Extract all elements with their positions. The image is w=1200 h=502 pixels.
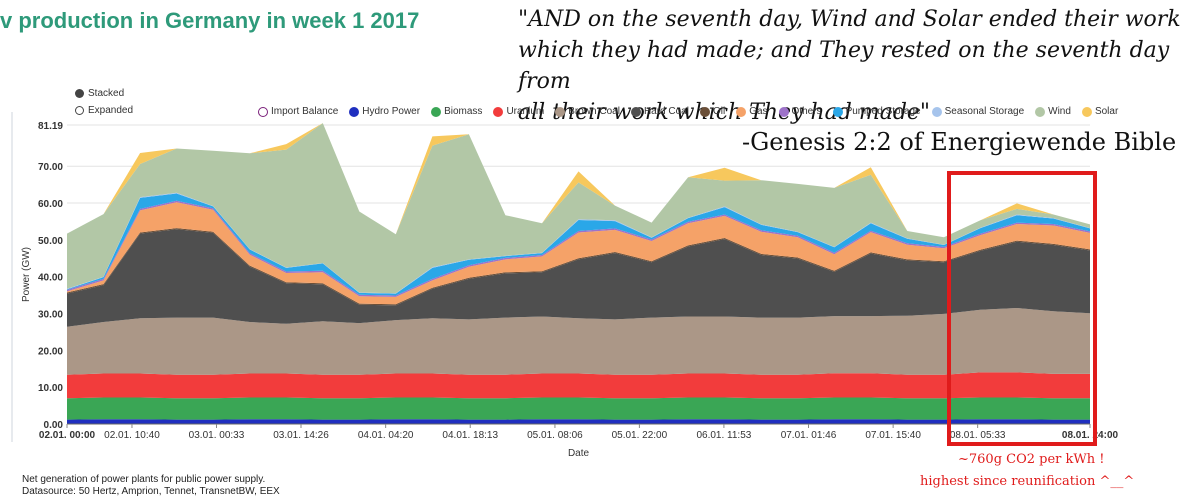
quote-attribution: -Genesis 2:2 of Energiewende Bible — [742, 128, 1177, 156]
legend-item[interactable]: Hard Coal — [630, 106, 689, 117]
y-tick-label: 30.00 — [38, 310, 63, 321]
legend-label: Brown Coal — [568, 106, 620, 117]
area-series-biomass — [67, 397, 1090, 420]
legend-label: Others — [791, 106, 822, 117]
legend-swatch — [1081, 106, 1092, 117]
legend-label: Wind — [1048, 106, 1071, 117]
area-series-hydro-power — [67, 419, 1090, 424]
legend-label: Hydro Power — [362, 106, 421, 117]
legend-item[interactable]: Biomass — [431, 106, 482, 117]
legend-item[interactable]: Gas — [736, 106, 768, 117]
x-tick-label: 05.01. 08:06 — [527, 430, 583, 441]
legend-swatch — [630, 106, 641, 117]
y-tick-label: 20.00 — [38, 346, 63, 357]
legend-item[interactable]: Import Balance — [258, 106, 338, 117]
x-tick-label: 05.01. 22:00 — [612, 430, 668, 441]
legend-label: Import Balance — [271, 106, 339, 117]
x-tick-label: 02.01. 00:00 — [39, 430, 96, 441]
radio-unselected-icon — [75, 106, 84, 115]
y-tick-label: 10.00 — [38, 383, 63, 394]
x-tick-label: 03.01. 00:33 — [189, 430, 245, 441]
y-tick-label: 0.00 — [44, 420, 64, 431]
annotation-line-1: ~760g CO2 per kWh ! — [958, 452, 1105, 467]
legend-swatch — [349, 106, 360, 117]
x-tick-label: 03.01. 14:26 — [273, 430, 329, 441]
stacked-radio[interactable]: Stacked — [75, 88, 124, 99]
x-tick-label: 07.01. 15:40 — [865, 430, 921, 441]
x-tick-label: 04.01. 04:20 — [358, 430, 414, 441]
legend-label: Biomass — [444, 106, 483, 117]
legend-label: Uranium — [506, 106, 545, 117]
x-tick-label: 08.01. 24:00 — [1062, 430, 1119, 441]
legend-item[interactable]: Pumped Storage — [832, 106, 921, 117]
area-series-pumped-storage — [67, 193, 1090, 296]
legend-label: Gas — [749, 106, 768, 117]
area-series-hard-coal — [67, 229, 1090, 327]
x-tick-label: 04.01. 18:13 — [442, 430, 498, 441]
chart-title: v production in Germany in week 1 2017 — [0, 8, 420, 33]
x-tick-label: 07.01. 01:46 — [781, 430, 837, 441]
area-series-wind — [67, 123, 1090, 294]
legend-item[interactable]: Wind — [1035, 106, 1071, 117]
radio-selected-icon — [75, 89, 84, 98]
y-tick-label: 50.00 — [38, 236, 63, 247]
legend-swatch — [778, 106, 789, 117]
quote-line-3: all their work which They had made" — [518, 100, 931, 125]
x-tick-label: 02.01. 10:40 — [104, 430, 160, 441]
legend-label: Pumped Storage — [845, 106, 921, 117]
legend-item[interactable]: Solar — [1081, 106, 1119, 117]
x-tick-label: 08.01. 05:33 — [950, 430, 1006, 441]
expanded-label: Expanded — [88, 105, 134, 116]
footer-note: Net generation of power plants for publi… — [22, 474, 280, 498]
legend-swatch — [832, 106, 843, 117]
legend-swatch — [493, 106, 504, 117]
expanded-radio[interactable]: Expanded — [75, 105, 133, 116]
area-series-brown-coal — [67, 308, 1090, 375]
x-tick-label: 06.01. 11:53 — [696, 430, 751, 441]
quote-text: "AND on the seventh day, Wind and Solar … — [518, 4, 1198, 128]
footer-line-2: Datasource: 50 Hertz, Amprion, Tennet, T… — [22, 486, 280, 497]
area-series-solar — [67, 123, 1090, 238]
highlight-box — [947, 171, 1097, 446]
legend-swatch — [736, 106, 747, 117]
y-axis-title: Power (GW) — [21, 247, 32, 302]
legend-item[interactable]: Brown Coal — [555, 106, 620, 117]
legend-swatch — [1035, 106, 1046, 117]
legend-label: Oil — [712, 106, 726, 117]
quote-line-2: which they had made; and They rested on … — [518, 38, 1170, 94]
y-tick-label: 70.00 — [38, 162, 63, 173]
x-axis-title: Date — [568, 448, 590, 459]
area-chart: 0.00 10.00 20.00 30.00 40.00 50.00 60.00 70.00 8… — [11, 112, 1119, 459]
legend-swatch — [431, 106, 442, 117]
y-tick-label: 81.19 — [38, 121, 63, 132]
legend-swatch — [258, 106, 268, 117]
legend-item[interactable]: Others — [778, 106, 822, 117]
chart-legend: Import Balance Hydro Power Biomass Uranium B… — [258, 106, 1129, 117]
area-series-uranium — [67, 372, 1090, 399]
legend-item[interactable]: Oil — [699, 106, 726, 117]
quote-line-1: "AND on the seventh day, Wind and Solar … — [518, 7, 1181, 32]
legend-swatch — [555, 106, 566, 117]
legend-swatch — [931, 106, 942, 117]
legend-label: Seasonal Storage — [944, 106, 1025, 117]
y-tick-label: 60.00 — [38, 199, 63, 210]
legend-swatch — [699, 106, 710, 117]
legend-label: Solar — [1094, 106, 1119, 117]
legend-item[interactable]: Hydro Power — [349, 106, 420, 117]
y-tick-label: 40.00 — [38, 273, 63, 284]
annotation-line-2: highest since reunification ^__^ — [920, 474, 1135, 489]
stacked-label: Stacked — [88, 88, 125, 99]
legend-item[interactable]: Uranium — [493, 106, 544, 117]
area-series-gas — [67, 202, 1090, 305]
footer-line-1: Net generation of power plants for publi… — [22, 474, 266, 485]
legend-label: Hard Coal — [643, 106, 689, 117]
legend-item[interactable]: Seasonal Storage — [931, 106, 1025, 117]
